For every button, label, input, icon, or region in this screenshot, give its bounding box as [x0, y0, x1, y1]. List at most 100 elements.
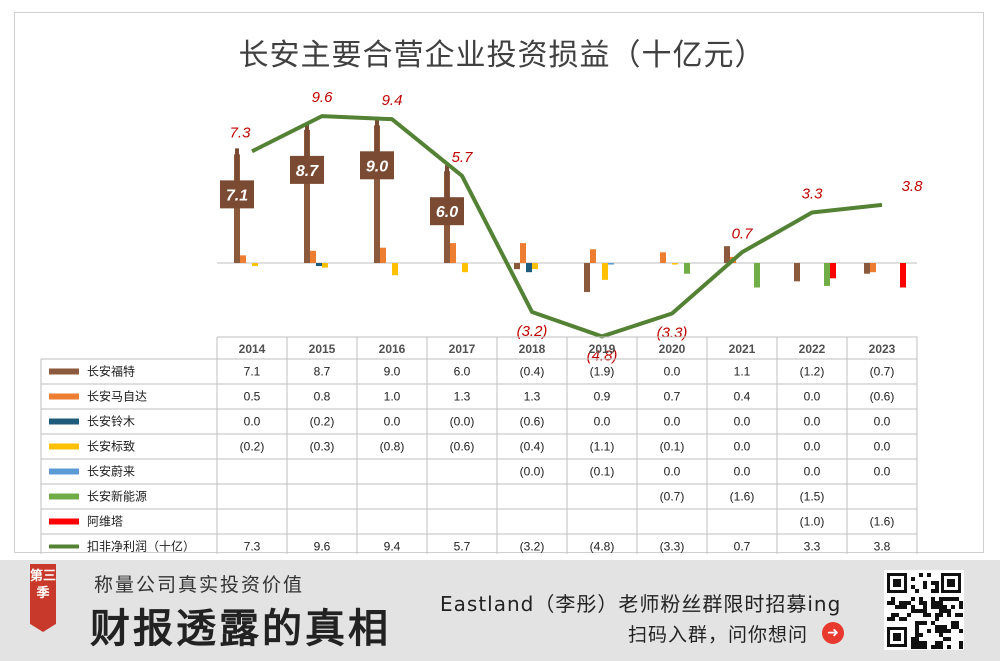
qr-code-icon[interactable]: [884, 570, 964, 650]
table-cell: (4.8): [590, 540, 615, 554]
table-cell: 0.5: [244, 390, 261, 404]
legend-key: [49, 393, 79, 400]
table-cell: 0.0: [804, 415, 821, 429]
table-cell: 0.0: [874, 440, 891, 454]
bar-5-2020: [684, 263, 690, 274]
table-cell: 0.0: [804, 390, 821, 404]
table-cell: 1.1: [734, 365, 751, 379]
net-label-2021: 0.7: [732, 225, 754, 242]
signpost-board: [290, 155, 324, 184]
table-cell: (3.2): [520, 540, 545, 554]
bar-3-2017: [462, 263, 468, 273]
legend-label: 阿维塔: [87, 515, 123, 529]
legend-label: 长安铃木: [87, 414, 135, 429]
signpost-pole: [305, 123, 309, 158]
table-cell: (1.6): [730, 490, 755, 504]
signpost-pole: [375, 119, 379, 154]
net-label-2022: 3.3: [802, 186, 824, 203]
bar-1-2015: [310, 250, 316, 263]
table-cell: 8.7: [314, 365, 331, 379]
legend-key: [49, 468, 79, 475]
banner-title: 财报透露的真相: [90, 605, 391, 652]
bar-2-2018: [526, 263, 532, 273]
bar-0-2014: [234, 154, 240, 263]
season-tag: 第三季: [30, 564, 56, 632]
bar-1-2016: [380, 247, 386, 263]
bar-0-2021: [724, 246, 730, 263]
table-cell: 7.3: [244, 540, 261, 554]
x-tick-label: 2020: [659, 342, 686, 356]
table-cell: (3.3): [660, 540, 685, 554]
signpost-label: 8.7: [296, 163, 319, 180]
chart-card: 长安主要合营企业投资损益（十亿元） 7.1 8.7 9.0 6.0 7.3 9.6 9.4…: [14, 12, 984, 554]
bar-2-2015: [316, 263, 322, 267]
x-tick-label: 2019: [589, 342, 616, 356]
chart-svg: 长安主要合营企业投资损益（十亿元） 7.1 8.7 9.0 6.0 7.3 9.6 9.4…: [40, 38, 923, 554]
x-tick-label: 2023: [869, 342, 896, 356]
table-cell: (0.6): [450, 440, 475, 454]
table-cell: 0.8: [314, 390, 331, 404]
bar-1-2014: [240, 255, 246, 263]
promo-text: Eastland（李彤）老师粉丝群限时招募ing: [440, 592, 842, 616]
table-cell: 0.0: [874, 465, 891, 479]
table-cell: 0.0: [664, 465, 681, 479]
signpost-board: [360, 151, 394, 180]
bar-0-2016: [374, 125, 380, 263]
table-cell: (1.2): [800, 365, 825, 379]
table-cell: (1.1): [590, 440, 615, 454]
table-cell: 0.0: [384, 415, 401, 429]
net-label-2015: 9.6: [312, 89, 334, 106]
bar-0-2018: [514, 263, 520, 270]
signpost-board: [430, 197, 464, 226]
signpost-label: 7.1: [226, 187, 248, 204]
bar-3-2016: [392, 263, 398, 276]
table-cell: 1.0: [384, 390, 401, 404]
bar-3-2015: [322, 263, 328, 268]
chart-title: 长安主要合营企业投资损益（十亿元）: [239, 38, 766, 73]
x-tick-label: 2014: [239, 342, 266, 356]
bar-3-2014: [252, 263, 258, 267]
bar-4-2019: [608, 263, 614, 265]
bar-0-2015: [304, 129, 310, 263]
bar-3-2019: [602, 263, 608, 280]
bar-1-2018: [520, 243, 526, 263]
table-cell: 1.3: [454, 390, 471, 404]
table-cell: 0.7: [734, 540, 751, 554]
table-cell: (1.5): [800, 490, 825, 504]
table-cell: (0.6): [870, 390, 895, 404]
table-cell: (0.2): [240, 440, 265, 454]
table-cell: 0.9: [594, 390, 611, 404]
arrow-right-icon[interactable]: ➜: [822, 622, 844, 644]
x-tick-label: 2017: [449, 342, 476, 356]
table-cell: (0.0): [450, 415, 475, 429]
table-cell: 9.0: [384, 365, 401, 379]
legend-label: 长安新能源: [87, 489, 147, 504]
legend-label: 扣非净利润（十亿）: [87, 539, 195, 554]
signpost-pole: [445, 165, 449, 200]
footer-banner: 第三季 称量公司真实投资价值 财报透露的真相 Eastland（李彤）老师粉丝群…: [0, 560, 1000, 661]
bar-3-2018: [532, 263, 538, 270]
table-cell: (0.2): [310, 415, 335, 429]
table-cell: (1.0): [800, 515, 825, 529]
table-cell: (1.6): [870, 515, 895, 529]
table-cell: 3.3: [804, 540, 821, 554]
legend-key: [49, 493, 79, 500]
table-cell: 3.8: [874, 540, 891, 554]
table-cell: (0.6): [520, 415, 545, 429]
legend-label: 长安福特: [87, 364, 135, 379]
net-label-2017: 5.7: [452, 149, 474, 166]
table-cell: (0.1): [660, 440, 685, 454]
table-cell: 0.7: [664, 390, 681, 404]
table-cell: (0.0): [520, 465, 545, 479]
table-cell: (0.4): [520, 440, 545, 454]
net-profit-line: [251, 114, 883, 339]
table-cell: 0.0: [734, 440, 751, 454]
table-cell: (0.1): [590, 465, 615, 479]
legend-label: 长安蔚来: [87, 464, 135, 479]
bar-5-2021: [754, 263, 760, 288]
x-tick-label: 2015: [309, 342, 336, 356]
legend-key: [49, 368, 79, 375]
net-label-2019: (4.8): [587, 347, 618, 364]
bar-0-2022: [794, 263, 800, 282]
table-cell: (0.4): [520, 365, 545, 379]
